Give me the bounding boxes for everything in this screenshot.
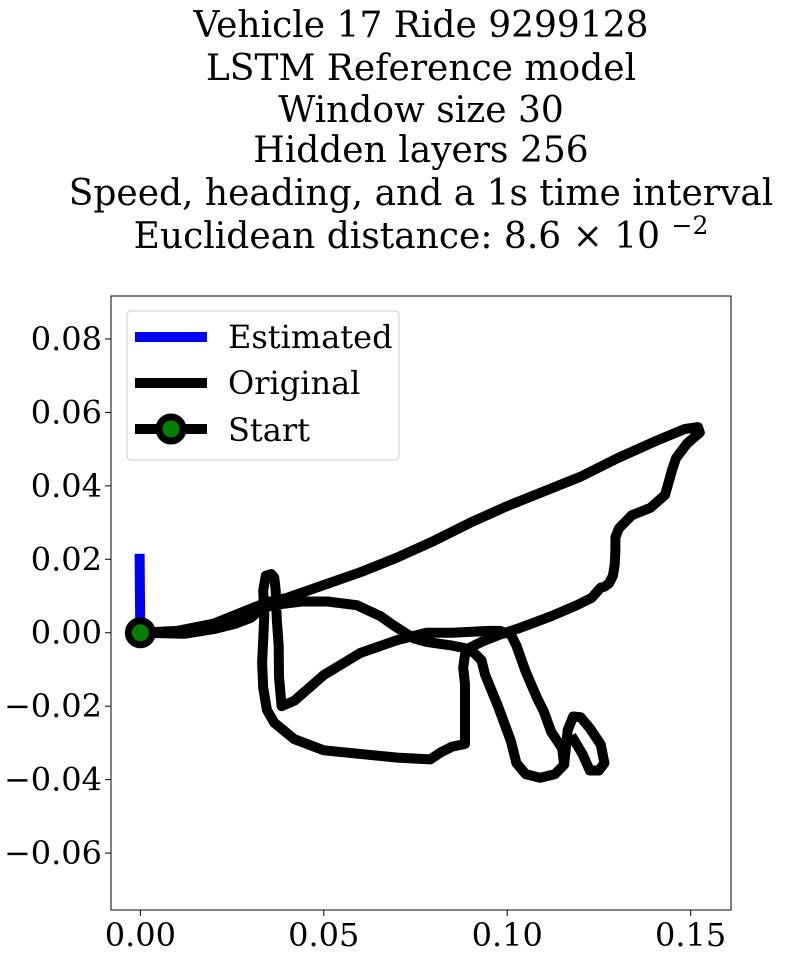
title-line-1: Vehicle 17 Ride 9299128 bbox=[192, 5, 648, 46]
legend-start-marker bbox=[155, 413, 187, 445]
legend-start-label: Start bbox=[228, 411, 310, 449]
x-tick-label: 0.10 bbox=[472, 916, 543, 954]
legend-box bbox=[126, 310, 400, 461]
x-tick-label: 0.00 bbox=[105, 916, 176, 954]
legend: Estimated Original Start bbox=[126, 310, 400, 461]
title-times-sign: × bbox=[573, 216, 603, 257]
series-group bbox=[124, 422, 705, 783]
y-tick-label: 0.02 bbox=[31, 540, 102, 578]
start-marker bbox=[124, 617, 156, 649]
chart-title: Vehicle 17 Ride 9299128 LSTM Reference m… bbox=[69, 5, 774, 257]
y-axis-ticks: 0.08 0.06 0.04 0.02 0.00 −0.02 −0.04 −0.06 bbox=[4, 320, 111, 872]
title-exponent: −2 bbox=[672, 211, 709, 240]
legend-estimated-label: Estimated bbox=[228, 318, 393, 356]
x-tick-label: 0.15 bbox=[655, 916, 726, 954]
y-tick-label: 0.04 bbox=[31, 467, 102, 505]
y-tick-label: 0.06 bbox=[31, 393, 102, 431]
series-line-original-2 bbox=[559, 711, 610, 776]
title-line-4: Hidden layers 256 bbox=[253, 130, 588, 171]
legend-original-label: Original bbox=[228, 364, 360, 402]
y-tick-label: 0.08 bbox=[31, 320, 102, 358]
x-axis-ticks: 0.00 0.05 0.10 0.15 bbox=[105, 910, 726, 954]
plot-frame bbox=[110, 295, 732, 911]
plot-content bbox=[124, 422, 705, 783]
y-tick-label: −0.06 bbox=[4, 834, 102, 872]
x-tick-label: 0.05 bbox=[288, 916, 359, 954]
title-line-2: LSTM Reference model bbox=[206, 48, 636, 89]
title-line-3: Window size 30 bbox=[278, 90, 564, 131]
title-line-5: Speed, heading, and a 1s time interval bbox=[69, 173, 774, 214]
series-line-original-1 bbox=[140, 422, 705, 783]
title-exponent-base: 10 bbox=[614, 216, 660, 257]
title-distance-text: Euclidean distance: 8.6 bbox=[134, 216, 562, 257]
title-line-6: Euclidean distance: 8.6 × 10 −2 bbox=[134, 211, 709, 257]
y-tick-label: −0.02 bbox=[4, 687, 102, 725]
y-tick-label: 0.00 bbox=[31, 614, 102, 652]
y-tick-label: −0.04 bbox=[4, 761, 102, 799]
